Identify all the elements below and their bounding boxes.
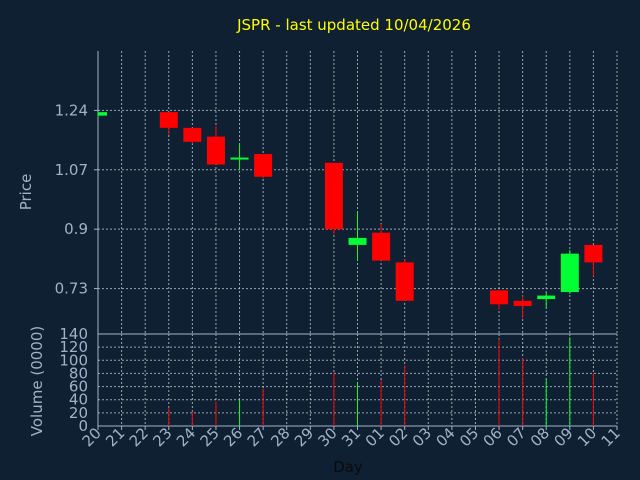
price-gridlines [97, 51, 618, 334]
candle-body-25 [206, 136, 225, 165]
volume-tick-label: 0 [78, 417, 88, 435]
volume-tick-label: 140 [59, 325, 88, 343]
candle-body-02 [395, 262, 414, 301]
volume-tick-label: 40 [69, 391, 88, 409]
candle-body-09 [560, 253, 579, 293]
candle-body-31 [348, 237, 367, 245]
volume-tick-label: 20 [69, 404, 88, 422]
price-tick-label: 0.73 [55, 280, 88, 298]
volume-bars [168, 337, 594, 426]
volume-axis-label: Volume (0000) [28, 326, 46, 436]
candle-body-30 [324, 162, 343, 230]
candlestick-series [97, 112, 603, 319]
candle-body-08 [537, 295, 556, 300]
volume-tick-label: 60 [69, 378, 88, 396]
price-tick-label: 1.24 [55, 101, 88, 119]
candle-body-26 [230, 157, 249, 160]
candle-body-06 [490, 290, 509, 305]
candle-body-20 [98, 112, 107, 116]
price-axis-label: Price [17, 174, 35, 211]
candle-body-27 [254, 154, 273, 177]
price-tick-labels: 1.24 1.07 0.9 0.73 [55, 101, 98, 298]
volume-tick-label: 120 [59, 338, 88, 356]
x-axis-label: Day [333, 458, 363, 476]
price-tick-label: 1.07 [55, 161, 88, 179]
candle-body-10 [584, 244, 603, 263]
volume-tick-label: 80 [69, 364, 88, 382]
x-tick-labels: 2021222324252627282930310102030405060708… [79, 424, 624, 450]
candle-body-07 [513, 300, 532, 307]
chart-title: JSPR - last updated 10/04/2026 [236, 16, 471, 34]
price-tick-label: 0.9 [64, 220, 88, 238]
candle-body-01 [372, 232, 391, 261]
candle-body-24 [183, 127, 202, 142]
candle-body-23 [159, 112, 178, 128]
volume-tick-label: 100 [59, 351, 88, 369]
